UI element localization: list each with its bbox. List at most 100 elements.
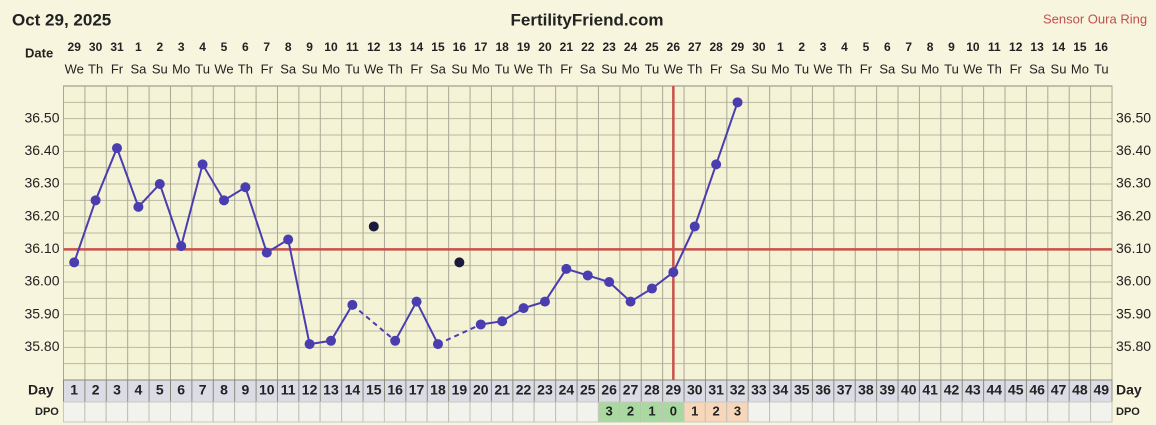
- date-label: 5: [863, 40, 870, 54]
- date-label: 1: [777, 40, 784, 54]
- date-label: 20: [538, 40, 552, 54]
- temp-point: [176, 241, 187, 252]
- temp-point: [561, 263, 572, 274]
- weekday-label: Tu: [345, 61, 360, 76]
- temp-point: [240, 182, 251, 193]
- day-label: 12: [302, 382, 318, 398]
- weekday-label: Fr: [111, 61, 124, 76]
- dpo-label: 3: [606, 403, 613, 418]
- weekday-label: We: [963, 61, 982, 76]
- day-label: 10: [259, 382, 275, 398]
- day-label: 3: [113, 382, 121, 398]
- weekday-label: Su: [152, 61, 168, 76]
- dpo-cell: [1047, 401, 1070, 423]
- weekday-label: Su: [1051, 61, 1067, 76]
- dpo-label: 3: [734, 403, 741, 418]
- day-label: 42: [944, 382, 960, 398]
- day-label: 23: [537, 382, 553, 398]
- day-label: 46: [1029, 382, 1045, 398]
- date-label: 7: [263, 40, 270, 54]
- date-label: 14: [1052, 40, 1066, 54]
- dpo-cell: [490, 401, 514, 423]
- date-label: 16: [1095, 40, 1109, 54]
- dpo-cell: [769, 401, 792, 423]
- date-label: 31: [110, 40, 124, 54]
- date-label: 9: [306, 40, 313, 54]
- day-label: 31: [708, 382, 724, 398]
- gap-connector: [437, 323, 482, 345]
- day-label: 40: [901, 382, 917, 398]
- date-label: 25: [645, 40, 659, 54]
- date-label: 18: [495, 40, 509, 54]
- dpo-cell: [940, 401, 963, 423]
- weekday-label: Th: [687, 61, 702, 76]
- chart-date: Oct 29, 2025: [12, 10, 111, 29]
- date-label: 16: [453, 40, 467, 54]
- date-label: 3: [178, 40, 185, 54]
- y-tick-label: 36.30: [24, 175, 59, 191]
- date-label: 15: [1073, 40, 1087, 54]
- y-tick-label: 36.50: [24, 109, 59, 125]
- date-label: 21: [560, 40, 574, 54]
- temp-point: [69, 257, 80, 268]
- dpo-cell: [811, 401, 835, 423]
- temp-point: [539, 296, 550, 307]
- weekday-label: Th: [238, 61, 253, 76]
- day-row-label-right: Day: [1116, 382, 1142, 398]
- temp-point: [497, 316, 508, 327]
- day-label: 24: [559, 382, 575, 398]
- day-label: 7: [199, 382, 207, 398]
- weekday-label: Tu: [794, 61, 809, 76]
- y-tick-label: 36.20: [24, 207, 59, 223]
- weekday-label: Fr: [860, 61, 873, 76]
- weekday-label: Th: [837, 61, 852, 76]
- day-label: 20: [473, 382, 489, 398]
- date-label: 2: [156, 40, 163, 54]
- temp-point: [304, 339, 315, 350]
- dpo-label: 1: [648, 403, 655, 418]
- dpo-cell: [212, 401, 236, 423]
- dpo-cell: [555, 401, 578, 423]
- day-label: 5: [156, 382, 164, 398]
- weekday-label: Fr: [261, 61, 274, 76]
- dpo-cell: [983, 401, 1006, 423]
- dpo-cell: [512, 401, 535, 423]
- dpo-cell: [576, 401, 599, 423]
- dpo-cell: [63, 401, 86, 423]
- dpo-cell: [426, 401, 450, 423]
- date-label: 17: [474, 40, 488, 54]
- weekday-label: Sa: [1029, 61, 1046, 76]
- weekday-label: Mo: [172, 61, 190, 76]
- weekday-label: Th: [537, 61, 552, 76]
- weekday-label: Fr: [710, 61, 723, 76]
- day-label: 37: [837, 382, 853, 398]
- day-label: 17: [409, 382, 425, 398]
- weekday-label: Mo: [322, 61, 340, 76]
- weekday-label: Mo: [1071, 61, 1089, 76]
- date-label: 12: [1009, 40, 1023, 54]
- temp-point: [668, 267, 679, 278]
- temp-point: [732, 97, 743, 108]
- date-label: 26: [667, 40, 681, 54]
- weekday-label: Sa: [280, 61, 297, 76]
- dpo-cell: [790, 401, 813, 423]
- y-tick-label-right: 36.10: [1116, 240, 1151, 256]
- date-label: 7: [905, 40, 912, 54]
- dpo-cell: [255, 401, 278, 423]
- dpo-cell: [833, 401, 856, 423]
- day-label: 38: [858, 382, 874, 398]
- dpo-cell: [298, 401, 321, 423]
- date-label: 13: [388, 40, 402, 54]
- y-tick-label-right: 36.40: [1116, 142, 1151, 158]
- dpo-label: 1: [691, 403, 698, 418]
- date-label: 8: [285, 40, 292, 54]
- y-tick-label-right: 35.90: [1116, 305, 1151, 321]
- temp-point: [625, 296, 636, 307]
- day-label: 22: [516, 382, 532, 398]
- dpo-cell: [469, 401, 492, 423]
- dpo-cell: [448, 401, 471, 423]
- dpo-cell: [84, 401, 107, 423]
- date-label: 14: [410, 40, 424, 54]
- day-label: 16: [387, 382, 403, 398]
